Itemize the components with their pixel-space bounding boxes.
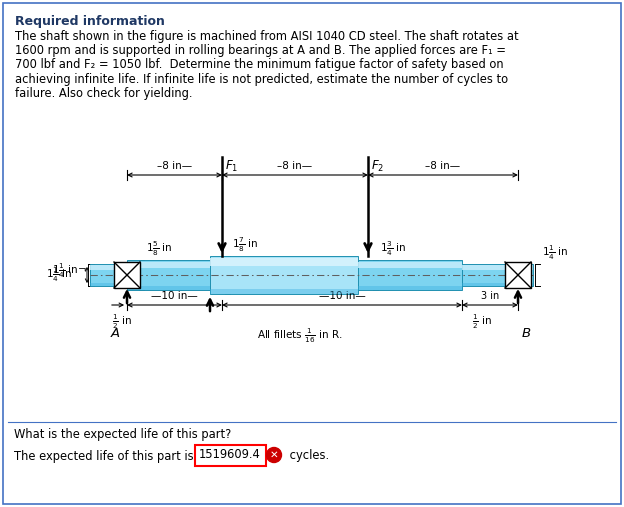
Text: What is the expected life of this part?: What is the expected life of this part? xyxy=(14,428,232,441)
Text: 3 in: 3 in xyxy=(481,291,499,301)
Bar xyxy=(358,262,462,268)
Bar xyxy=(462,264,533,286)
Text: $1\frac{1}{4}$ in: $1\frac{1}{4}$ in xyxy=(542,243,568,262)
Bar xyxy=(90,266,127,270)
Bar xyxy=(210,288,358,294)
Bar xyxy=(210,256,358,294)
Text: failure. Also check for yielding.: failure. Also check for yielding. xyxy=(15,87,192,100)
Text: $1\frac{1}{4}$ in$\neg$: $1\frac{1}{4}$ in$\neg$ xyxy=(52,262,87,280)
Text: 1519609.4: 1519609.4 xyxy=(199,449,261,461)
Text: —10 in—: —10 in— xyxy=(319,291,366,301)
Text: cycles.: cycles. xyxy=(286,449,329,461)
Text: —10 in—: —10 in— xyxy=(151,291,198,301)
Text: –8 in—: –8 in— xyxy=(426,161,461,171)
Bar xyxy=(462,266,533,270)
Text: All fillets $\frac{1}{16}$ in R.: All fillets $\frac{1}{16}$ in R. xyxy=(257,327,343,345)
Bar xyxy=(114,262,140,288)
Bar xyxy=(90,283,127,286)
Text: 700 lbf and F₂ = 1050 lbf.  Determine the minimum fatigue factor of safety based: 700 lbf and F₂ = 1050 lbf. Determine the… xyxy=(15,58,504,71)
Text: $1\frac{1}{4}$ in: $1\frac{1}{4}$ in xyxy=(46,266,72,284)
Text: The shaft shown in the figure is machined from AISI 1040 CD steel. The shaft rot: The shaft shown in the figure is machine… xyxy=(15,30,519,43)
Text: $1\frac{5}{8}$ in: $1\frac{5}{8}$ in xyxy=(146,239,172,258)
Bar xyxy=(127,260,210,290)
Text: A: A xyxy=(110,327,120,340)
Bar xyxy=(210,259,358,267)
Text: Required information: Required information xyxy=(15,15,165,28)
Bar xyxy=(127,262,210,268)
Text: $F_1$: $F_1$ xyxy=(225,159,238,174)
Circle shape xyxy=(266,448,281,462)
Bar xyxy=(358,260,462,290)
Text: B: B xyxy=(522,327,530,340)
Bar xyxy=(358,286,462,290)
FancyBboxPatch shape xyxy=(195,445,265,465)
Text: 1600 rpm and is supported in rolling bearings at ​A​ and ​B​. The applied forces: 1600 rpm and is supported in rolling bea… xyxy=(15,44,506,57)
Text: –8 in—: –8 in— xyxy=(278,161,313,171)
Bar xyxy=(127,286,210,290)
Text: –8 in—: –8 in— xyxy=(157,161,192,171)
Text: The expected life of this part is: The expected life of this part is xyxy=(14,450,197,463)
Text: achieving infinite life. If infinite life is not predicted, estimate the number : achieving infinite life. If infinite lif… xyxy=(15,73,508,86)
Text: $F_2$: $F_2$ xyxy=(371,159,384,174)
Bar xyxy=(462,283,533,286)
Text: $\frac{1}{2}$ in: $\frac{1}{2}$ in xyxy=(472,313,492,332)
Text: ✕: ✕ xyxy=(270,450,278,460)
Text: $1\frac{3}{4}$ in: $1\frac{3}{4}$ in xyxy=(380,239,406,258)
Text: $\frac{1}{2}$ in: $\frac{1}{2}$ in xyxy=(112,313,132,332)
Text: $1\frac{7}{8}$ in: $1\frac{7}{8}$ in xyxy=(232,236,258,254)
Bar xyxy=(90,264,127,286)
Bar xyxy=(505,262,531,288)
